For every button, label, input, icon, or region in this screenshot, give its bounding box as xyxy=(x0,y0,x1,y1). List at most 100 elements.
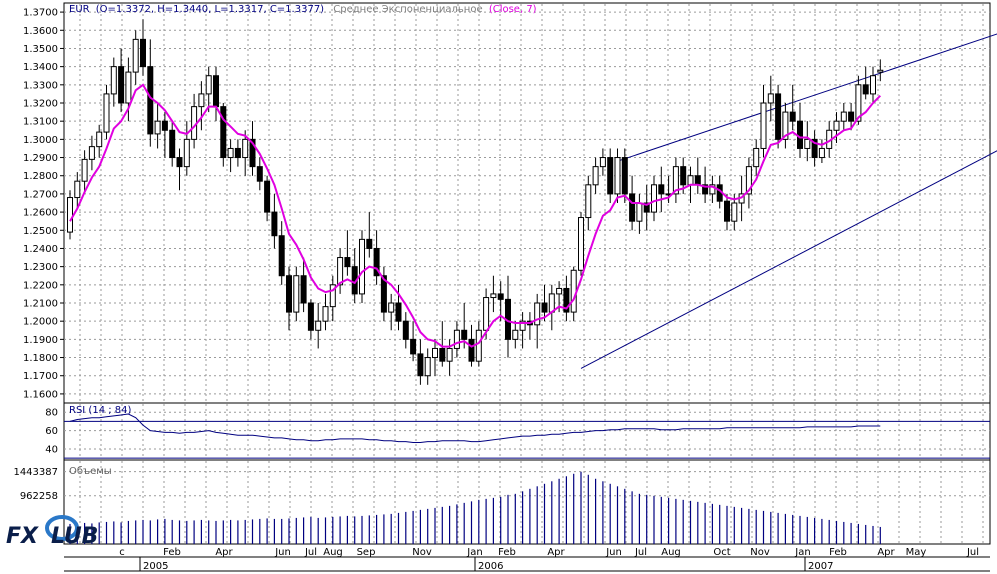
candle-body xyxy=(548,293,555,313)
candle-body xyxy=(183,138,190,168)
x-year-label: 2006 xyxy=(478,561,503,572)
volume-title: Объемы xyxy=(69,466,112,477)
candle-body xyxy=(877,69,884,73)
candle-body xyxy=(337,257,344,286)
trend-channel xyxy=(580,33,997,369)
candle-body xyxy=(132,38,139,73)
y-tick-label: 1.3600 xyxy=(23,26,58,37)
y-tick-label: 1.2600 xyxy=(23,208,58,219)
x-year-label: 2005 xyxy=(143,561,168,572)
rsi-tick-label: 40 xyxy=(45,444,58,455)
candle-body xyxy=(855,84,862,122)
candle-body xyxy=(373,247,380,277)
x-month-label: Jul xyxy=(304,547,317,558)
y-tick-label: 1.2200 xyxy=(23,280,58,291)
candle-body xyxy=(125,71,132,104)
header-indicator: Среднее Экспоненциальное xyxy=(333,4,482,15)
candle-body xyxy=(709,184,716,195)
volume-panel: 1443387 962258 Объемы xyxy=(13,459,991,545)
x-month-label: Jul xyxy=(966,547,979,558)
candle-body xyxy=(643,202,650,213)
candle-body xyxy=(767,93,774,104)
rsi-title: RSI (14 ; 84) xyxy=(69,405,132,416)
x-month-label: Jun xyxy=(605,547,622,558)
y-tick-label: 1.2700 xyxy=(23,189,58,200)
candle-body xyxy=(227,147,234,159)
candle-body xyxy=(286,275,292,313)
header-symbol: EUR xyxy=(69,4,90,15)
y-tick-label: 1.2500 xyxy=(23,226,58,237)
y-tick-label: 1.3100 xyxy=(23,117,58,128)
logo-text-fx: FX xyxy=(6,524,39,549)
y-tick-label: 1.3700 xyxy=(23,8,58,19)
candle-body xyxy=(264,180,271,213)
x-month-label: Jul xyxy=(634,547,647,558)
x-month-label: Apr xyxy=(547,547,565,558)
x-month-label: Feb xyxy=(829,547,847,558)
candle-body xyxy=(417,353,424,377)
candle-body xyxy=(446,347,453,362)
candle-body xyxy=(461,329,468,340)
candle-body xyxy=(74,180,81,199)
volume-tick-label: 962258 xyxy=(20,491,58,502)
candle-body xyxy=(439,347,446,362)
candle-body xyxy=(585,184,592,219)
y-tick-label: 1.3300 xyxy=(23,80,58,91)
x-year-label: 2007 xyxy=(808,561,833,572)
candlestick-series xyxy=(67,19,884,385)
rsi-panel: 80 60 40 RSI (14 ; 84) xyxy=(45,402,991,461)
candle-body xyxy=(556,287,563,295)
y-tick-label: 1.3500 xyxy=(23,44,58,55)
candle-body xyxy=(607,157,614,195)
candle-body xyxy=(67,197,73,233)
candle-body xyxy=(103,93,110,133)
candle-body xyxy=(599,157,606,168)
candle-body xyxy=(541,302,548,313)
volume-tick-label: 1443387 xyxy=(13,467,58,478)
y-tick-label: 1.2300 xyxy=(23,262,58,273)
x-axis-months: c Feb Apr Jun Jul Aug Sep Nov Jan Feb Apr Jun Jul Aug… xyxy=(119,547,979,558)
candle-body xyxy=(424,357,431,377)
x-month-label: Jun xyxy=(274,547,291,558)
header-indicator-params: (Close, 7) xyxy=(489,4,537,15)
candle-body xyxy=(198,93,205,108)
candle-body xyxy=(388,302,395,313)
volume-bars xyxy=(69,471,881,544)
candle-body xyxy=(636,202,643,222)
candle-body xyxy=(96,131,103,148)
candle-body xyxy=(760,102,767,149)
x-month-label: Aug xyxy=(661,547,681,558)
candle-body xyxy=(811,138,818,159)
candle-body xyxy=(432,347,438,359)
candle-body xyxy=(702,184,709,195)
candle-body xyxy=(870,75,876,95)
candle-body xyxy=(775,93,782,140)
rsi-tick-label: 80 xyxy=(45,408,58,419)
candle-body xyxy=(468,338,475,362)
rsi-grid xyxy=(64,404,990,459)
candle-body xyxy=(395,302,402,322)
candle-body xyxy=(110,66,117,95)
candle-body xyxy=(329,284,336,308)
x-month-label: Jan xyxy=(466,547,482,558)
candle-body xyxy=(402,320,409,340)
candle-body xyxy=(271,211,278,237)
rsi-line xyxy=(69,413,881,443)
ema-line xyxy=(69,83,882,348)
candle-body xyxy=(140,38,146,68)
y-tick-label: 1.2000 xyxy=(23,317,58,328)
x-month-label: May xyxy=(906,547,927,558)
candle-body xyxy=(490,293,497,299)
y-tick-label: 1.3400 xyxy=(23,62,58,73)
y-tick-label: 1.2400 xyxy=(23,244,58,255)
y-tick-label: 1.1600 xyxy=(23,389,58,400)
x-axis: c Feb Apr Jun Jul Aug Sep Nov Jan Feb Apr Jun Jul Aug… xyxy=(64,547,990,572)
candle-body xyxy=(840,111,847,122)
candle-body xyxy=(563,287,570,313)
candle-body xyxy=(410,338,417,355)
candle-body xyxy=(833,120,840,131)
candle-body xyxy=(300,275,307,304)
candle-body xyxy=(731,202,738,222)
candle-body xyxy=(724,200,730,222)
